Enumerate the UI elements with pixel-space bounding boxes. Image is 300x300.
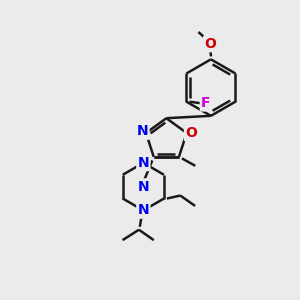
Text: N: N: [138, 203, 149, 218]
Text: F: F: [201, 96, 211, 110]
Text: O: O: [204, 37, 216, 51]
Text: N: N: [138, 156, 149, 170]
Text: O: O: [185, 126, 197, 140]
Text: N: N: [138, 180, 149, 194]
Text: N: N: [136, 124, 148, 139]
